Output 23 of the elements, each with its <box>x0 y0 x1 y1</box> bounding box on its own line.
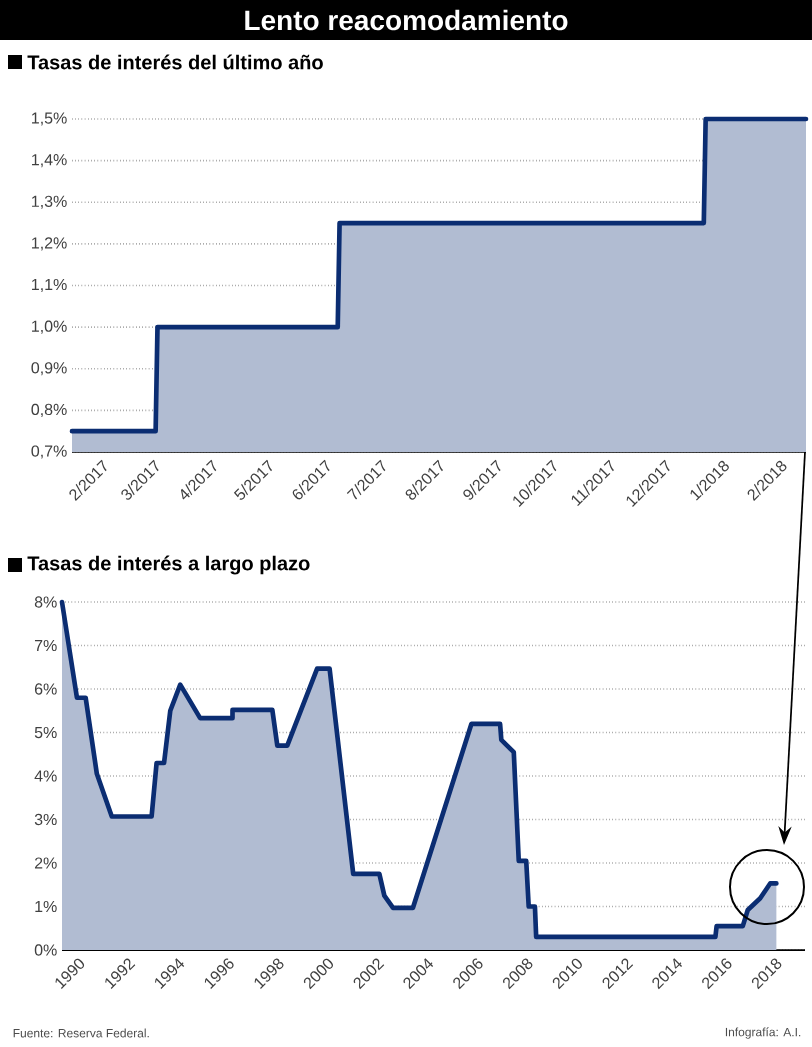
y-tick-label: 8% <box>34 596 57 608</box>
y-tick-label: 0% <box>34 944 57 956</box>
y-tick-label: 0,9% <box>31 362 67 376</box>
y-tick-label: 1,2% <box>32 237 67 251</box>
y-tick-label: 1,3% <box>32 195 67 209</box>
y-tick-label: 7% <box>34 639 57 652</box>
y-tick-label: 1,0% <box>32 320 67 334</box>
chart-subtitle: Tasas de interés del último año <box>27 54 323 70</box>
y-tick-label: 6% <box>34 683 57 695</box>
text: Infografía: A.I. <box>725 1027 801 1039</box>
chart-title: Lento reacomodamiento <box>245 9 568 31</box>
y-tick-label: 3% <box>34 813 57 826</box>
y-tick-label: 5% <box>34 726 57 739</box>
chart-title: Tasas de interés a largo plazo <box>27 555 310 575</box>
source-note: Fuente: Reserva Federal. <box>13 1028 149 1038</box>
y-tick-label: 2% <box>34 857 57 869</box>
y-tick-label: 4% <box>34 770 57 782</box>
y-tick-label: 0,7% <box>31 445 67 459</box>
y-tick-label: 1% <box>35 900 57 913</box>
y-tick-label: 1,1% <box>32 278 67 293</box>
y-tick-label: 0,8% <box>31 403 67 417</box>
y-tick-label: 1,4% <box>32 154 67 168</box>
y-tick-label: 1,5% <box>32 112 67 126</box>
